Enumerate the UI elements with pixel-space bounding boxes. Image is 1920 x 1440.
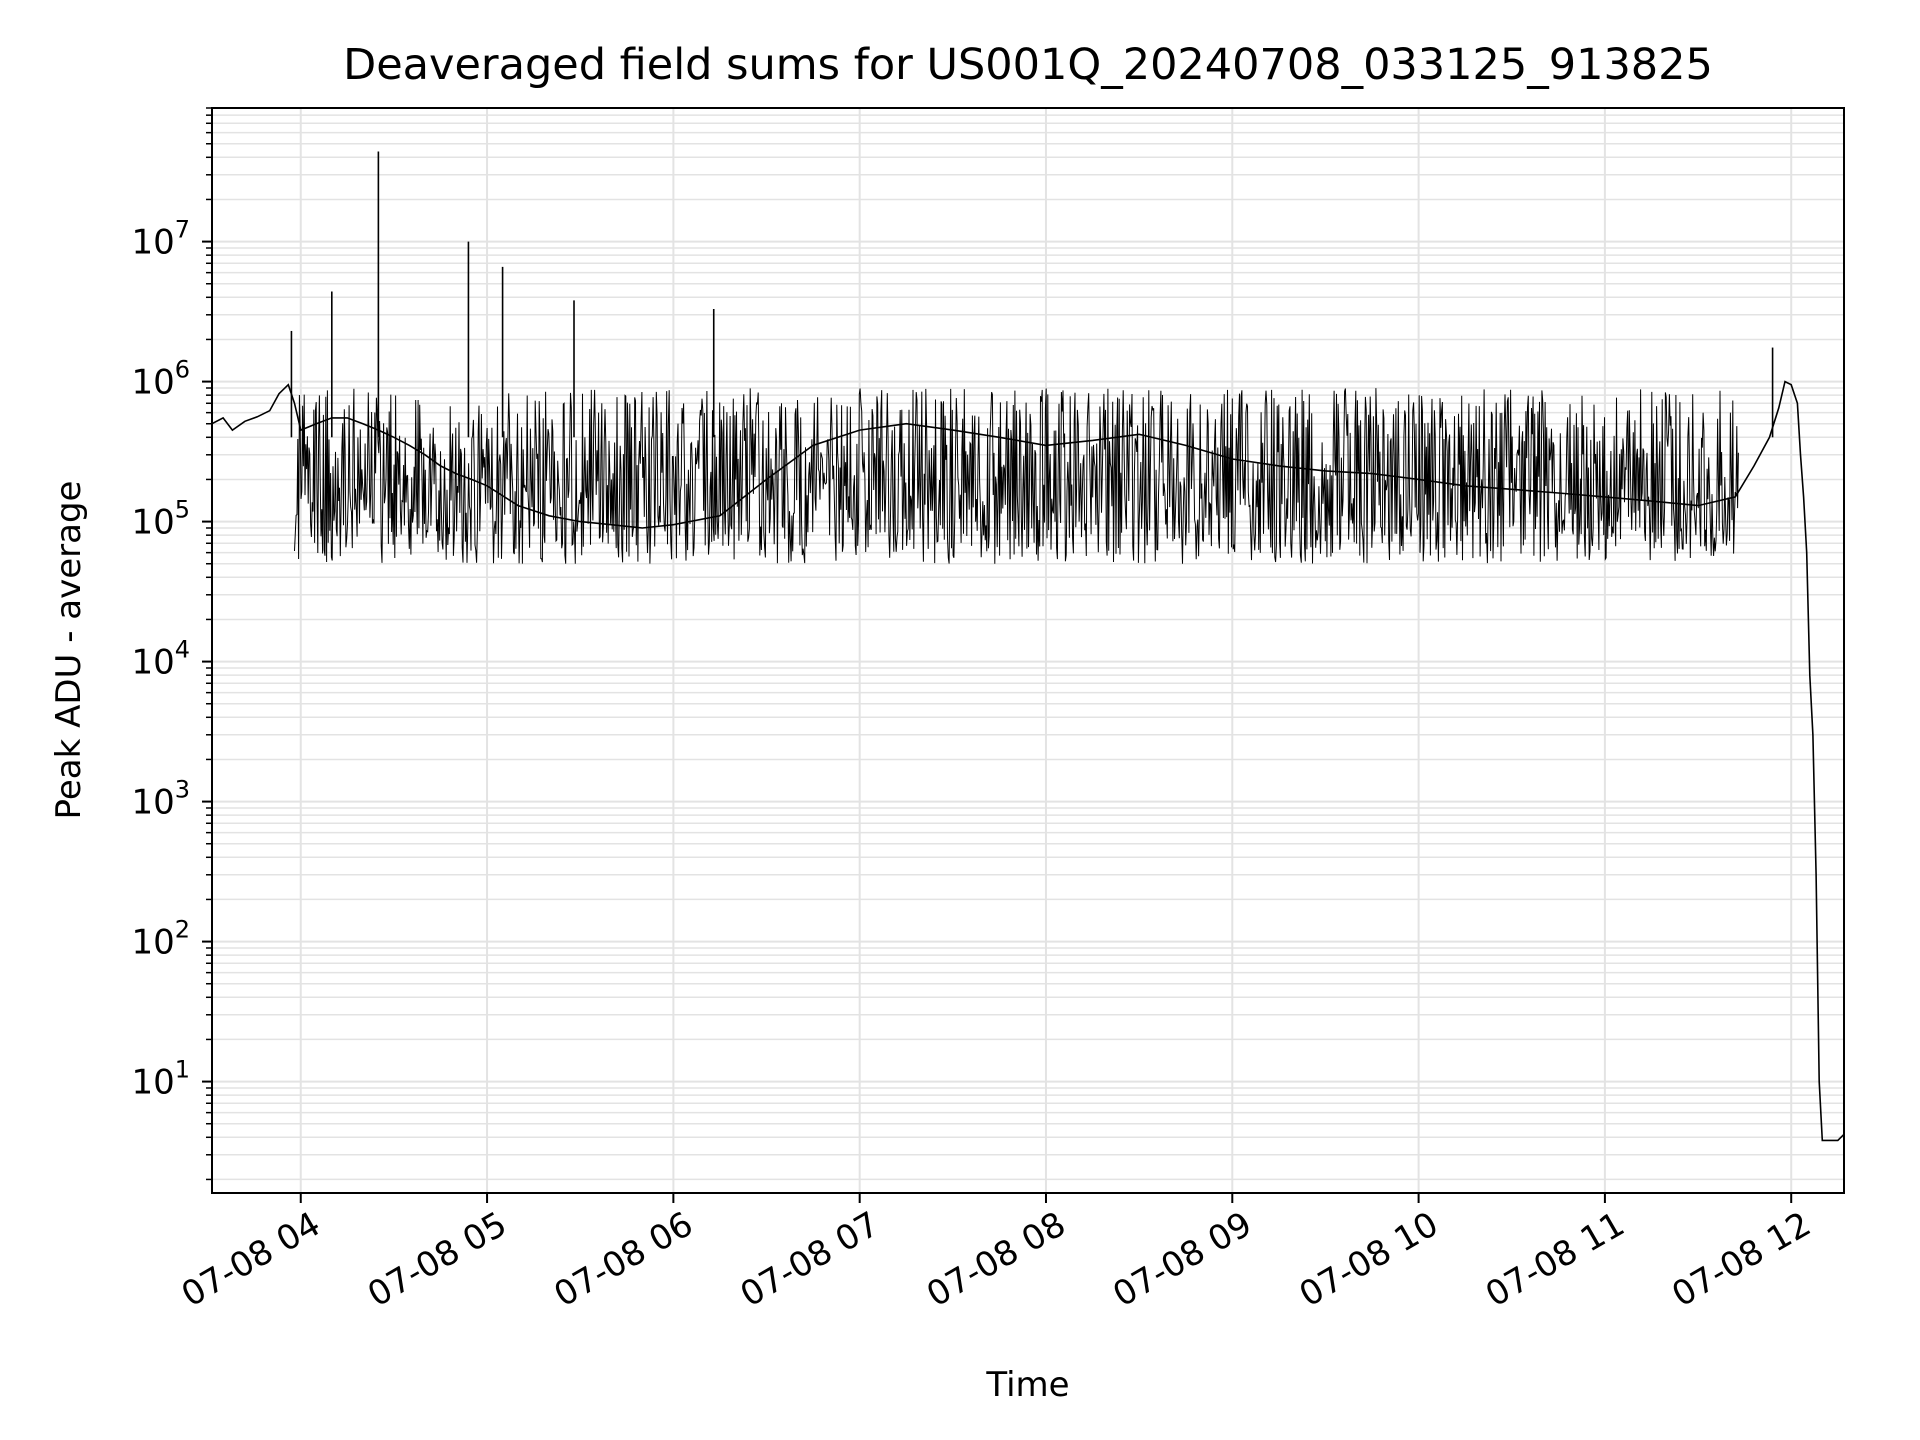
x-tick-label: 07-08 04	[175, 1204, 327, 1315]
plot-frame	[211, 107, 1845, 1194]
x-tick-label: 07-08 12	[1665, 1204, 1817, 1315]
series-line	[211, 380, 1845, 1142]
x-axis-label: Time	[985, 1365, 1069, 1405]
grid-major	[212, 108, 1844, 1193]
series-layer	[211, 151, 1845, 1142]
x-tick-label: 07-08 07	[734, 1204, 886, 1315]
y-tick-label: 107	[131, 216, 190, 263]
y-tick-label: 106	[131, 356, 190, 403]
y-axis: 101 102 103 104 105 106 107	[131, 107, 212, 1181]
x-tick-label: 07-08 06	[547, 1204, 699, 1315]
y-tick-label: 101	[131, 1056, 190, 1103]
y-axis-label: Peak ADU - average	[49, 481, 89, 820]
x-tick-label: 07-08 10	[1293, 1204, 1445, 1315]
x-axis: 07-08 04 07-08 05 07-08 06 07-08 07 07-08 08…	[175, 1193, 1818, 1315]
x-tick-label: 07-08 05	[361, 1204, 513, 1315]
x-tick-label: 07-08 11	[1479, 1204, 1631, 1315]
grid-minor	[212, 107, 1844, 1181]
series-noise	[294, 388, 1739, 564]
y-tick-label: 102	[131, 916, 190, 963]
chart-title: Deaveraged field sums for US001Q_2024070…	[343, 40, 1713, 90]
y-tick-label: 104	[131, 636, 190, 683]
y-tick-label: 103	[131, 776, 190, 823]
x-tick-label: 07-08 09	[1106, 1204, 1258, 1315]
x-tick-label: 07-08 08	[920, 1204, 1072, 1315]
y-tick-label: 105	[131, 496, 190, 543]
